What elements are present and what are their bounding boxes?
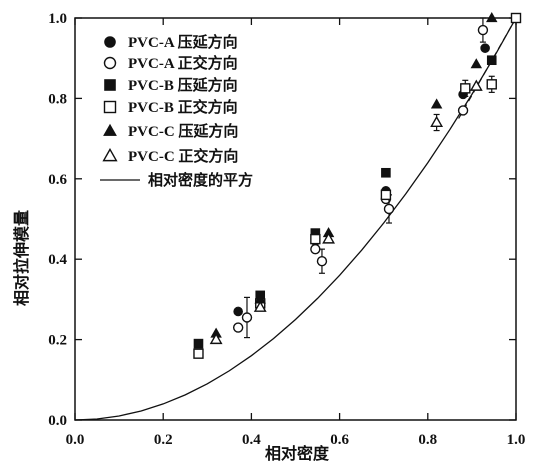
- scatter-point-s1-p7: [477, 24, 489, 36]
- scatter-point-s1-p5: [383, 203, 395, 215]
- y-tick-label: 0.0: [48, 413, 67, 429]
- y-tick-label: 0.2: [48, 333, 67, 349]
- scatter-point-s3-p6: [510, 12, 522, 24]
- scatter-point-s3-p4: [460, 83, 471, 94]
- scatter-point-s2-p0: [193, 338, 204, 349]
- x-tick-label: 0.2: [154, 432, 173, 448]
- legend-label: PVC-C 压延方向: [128, 122, 238, 140]
- scatter-point-s1-p3: [316, 256, 328, 267]
- legend-label: PVC-B 压延方向: [128, 76, 238, 94]
- legend-item-pvc-a-rolling: PVC-A 压延方向: [104, 33, 238, 51]
- legend-label: PVC-B 正交方向: [128, 98, 238, 116]
- scatter-point-s3-p3: [380, 189, 392, 201]
- x-axis-label: 相对密度: [265, 444, 330, 463]
- legend-item-pvc-b-transverse: PVC-B 正交方向: [103, 98, 238, 116]
- open-circle-icon: [103, 56, 117, 70]
- y-axis-label: 相对拉伸模量: [12, 210, 31, 306]
- legend-label: PVC-A 正交方向: [128, 54, 238, 72]
- filled-square-icon: [104, 79, 116, 91]
- x-tick-label: 0.8: [418, 432, 437, 448]
- scatter-point-s5-p4: [469, 79, 483, 91]
- scatter-point-s3-p2: [310, 233, 321, 245]
- scatter-point-s3-p0: [193, 348, 204, 359]
- scatter-point-s1-p6: [457, 105, 469, 116]
- x-tick-label: 0.6: [330, 432, 349, 448]
- y-tick-label: 0.6: [48, 172, 67, 188]
- open-triangle-icon: [102, 147, 118, 162]
- legend-item-pvc-a-transverse: PVC-A 正交方向: [103, 54, 238, 72]
- legend-item-pvc-c-rolling: PVC-C 压延方向: [103, 122, 238, 140]
- legend-item-pvc-b-rolling: PVC-B 压延方向: [104, 76, 238, 94]
- legend: PVC-A 压延方向 PVC-A 正交方向 PVC-B 压延方向 PVC-B 正…: [100, 33, 253, 189]
- scatter-point-s5-p1: [253, 300, 267, 312]
- open-circle-icon: [103, 56, 117, 70]
- data-points: [193, 11, 522, 359]
- y-tick-label: 1.0: [48, 11, 67, 27]
- tick-labels: 0.0 0.2 0.4 0.6 0.8 1.0 0.0 0.2 0.4 0.6 0.8 1.0: [48, 11, 525, 448]
- x-tick-label: 0.0: [66, 432, 85, 448]
- y-tick-label: 0.8: [48, 91, 67, 107]
- scatter-point-s4-p3: [430, 98, 443, 109]
- legend-label: PVC-A 压延方向: [128, 33, 238, 51]
- legend-item-density-square: 相对密度的平方: [100, 171, 253, 189]
- open-square-icon: [103, 100, 117, 114]
- plot-frame: [74, 17, 517, 421]
- scatter-point-s1-p1: [241, 312, 253, 323]
- scatter-point-s1-p2: [310, 243, 321, 255]
- scatter-point-s4-p4: [470, 58, 483, 69]
- x-tick-label: 0.4: [242, 432, 261, 448]
- filled-square-icon: [104, 79, 116, 91]
- scatter-point-s5-p2: [322, 232, 335, 244]
- scatter-point-s2-p4: [486, 55, 497, 66]
- legend-item-pvc-c-transverse: PVC-C 正交方向: [102, 147, 238, 165]
- x-tick-label: 1.0: [507, 432, 526, 448]
- filled-triangle-icon: [103, 123, 117, 136]
- scatter-point-s0-p0: [233, 306, 243, 317]
- filled-triangle-icon: [103, 123, 117, 136]
- legend-label: 相对密度的平方: [148, 171, 253, 189]
- scatter-point-s5-p3: [430, 115, 444, 128]
- scatter-point-s1-p0: [232, 322, 244, 333]
- filled-circle-icon: [104, 36, 116, 48]
- scatter-point-s2-p3: [381, 167, 391, 178]
- filled-circle-icon: [104, 36, 116, 48]
- open-triangle-icon: [102, 147, 118, 162]
- open-square-icon: [103, 100, 117, 114]
- density-square-curve: [74, 17, 517, 421]
- y-tick-label: 0.4: [48, 252, 67, 268]
- scatter-point-s0-p4: [480, 43, 490, 53]
- scatter-point-s3-p5: [486, 79, 497, 90]
- scatter-point-s5-p0: [209, 332, 223, 345]
- scatter-point-s4-p5: [486, 11, 498, 23]
- legend-label: PVC-C 正交方向: [128, 147, 238, 165]
